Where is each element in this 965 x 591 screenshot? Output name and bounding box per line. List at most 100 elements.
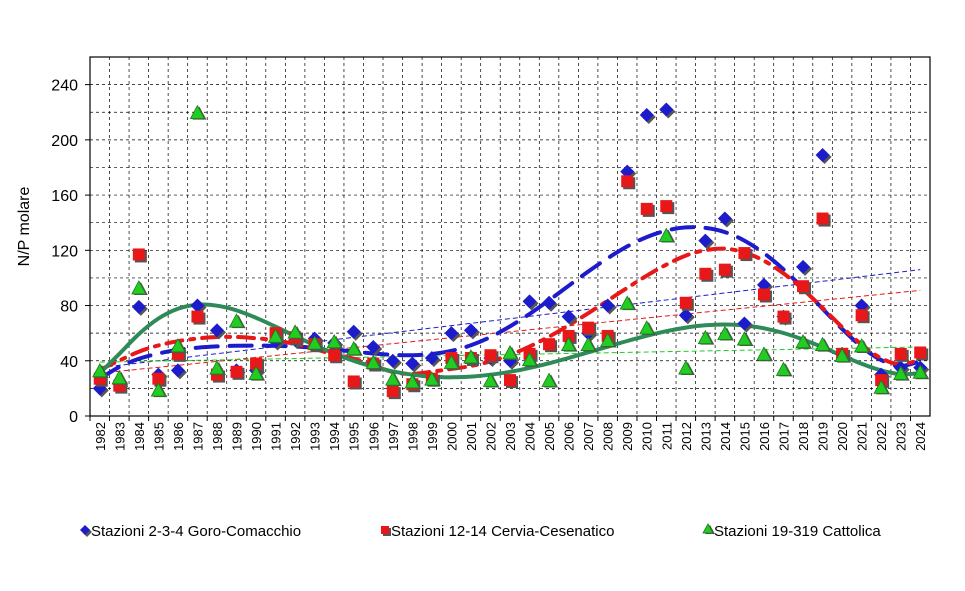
- x-axis-ticks: 1982 1983 1984 1985 1986 1987 1988 1989 1990 1991…: [89, 416, 928, 451]
- marker-square: [621, 175, 634, 188]
- marker-square: [718, 263, 731, 276]
- marker-square: [347, 375, 360, 388]
- marker-triangle: [795, 333, 811, 349]
- marker-triangle: [697, 329, 714, 345]
- marker-diamond: [424, 351, 439, 366]
- marker-square: [230, 365, 243, 378]
- x-tick-label: 2003: [503, 422, 518, 451]
- x-tick-label: 2014: [718, 422, 733, 451]
- marker-triangle: [834, 347, 850, 363]
- x-tick-label: 1986: [171, 422, 186, 451]
- marker-diamond: [698, 233, 713, 248]
- marker-square: [504, 374, 516, 387]
- trend-curve-goro-comacchio: [97, 225, 923, 381]
- marker-diamond: [659, 102, 674, 117]
- marker-triangle: [502, 345, 518, 360]
- marker-square: [816, 212, 829, 225]
- marker-diamond: [796, 259, 811, 274]
- x-tick-label: 2017: [776, 422, 791, 451]
- x-tick-label: 1984: [132, 422, 147, 451]
- x-tick-label: 1988: [210, 422, 225, 451]
- x-tick-label: 2023: [894, 422, 909, 451]
- marker-diamond: [366, 339, 381, 354]
- marker-triangle: [150, 382, 167, 397]
- legend: Stazioni 2-3-4 Goro-Comacchio Stazioni 12…: [80, 523, 881, 540]
- marker-triangle: [346, 340, 362, 356]
- legend-marker-diamond: [80, 525, 90, 535]
- marker-diamond: [444, 326, 459, 341]
- marker-triangle: [170, 338, 186, 353]
- marker-triangle: [814, 336, 831, 351]
- x-tick-label: 1991: [269, 422, 284, 451]
- marker-diamond: [346, 324, 361, 339]
- x-tick-label: 2007: [581, 422, 596, 451]
- x-tick-label: 2022: [874, 422, 889, 451]
- x-tick-label: 1992: [288, 422, 303, 451]
- x-tick-label: 2020: [835, 422, 850, 451]
- marker-diamond: [737, 316, 752, 331]
- marker-square: [562, 329, 575, 342]
- marker-triangle: [873, 379, 889, 394]
- marker-triangle: [639, 320, 655, 335]
- x-tick-label: 2010: [640, 422, 655, 451]
- x-tick-label: 2000: [444, 422, 459, 451]
- y-axis-label: N/P molare: [16, 187, 33, 267]
- marker-triangle: [424, 371, 440, 386]
- marker-triangle: [443, 354, 460, 369]
- marker-square: [738, 247, 751, 260]
- marker-square: [132, 248, 145, 261]
- y-tick-label: 0: [69, 409, 78, 426]
- x-tick-label: 1990: [249, 422, 264, 451]
- marker-diamond: [815, 148, 830, 163]
- y-tick-label: 240: [51, 78, 78, 95]
- x-tick-label: 1983: [112, 422, 127, 451]
- x-tick-label: 1994: [327, 422, 342, 451]
- x-tick-label: 1993: [308, 422, 323, 451]
- x-tick-label: 2001: [464, 422, 479, 451]
- marker-square: [797, 280, 810, 293]
- marker-triangle: [717, 325, 733, 340]
- marker-diamond: [522, 294, 537, 309]
- plot-frame: [89, 56, 931, 417]
- marker-triangle: [736, 331, 753, 346]
- marker-diamond: [717, 211, 732, 226]
- marker-triangle: [111, 369, 127, 385]
- data-markers: [92, 102, 930, 400]
- legend-label: Stazioni 19-319 Cattolica: [714, 523, 881, 540]
- marker-square: [328, 349, 341, 362]
- marker-diamond: [756, 277, 771, 292]
- legend-marker-triangle: [702, 523, 714, 534]
- x-tick-label: 2006: [562, 422, 577, 451]
- marker-triangle: [580, 336, 596, 351]
- marker-triangle: [189, 104, 206, 120]
- marker-square: [777, 310, 790, 323]
- marker-triangle: [600, 332, 616, 347]
- x-tick-label: 2005: [542, 422, 557, 451]
- marker-triangle: [306, 335, 323, 350]
- marker-diamond: [209, 323, 224, 338]
- marker-triangle: [893, 365, 909, 380]
- marker-square: [191, 310, 204, 323]
- marker-diamond: [405, 356, 420, 371]
- y-tick-label: 160: [51, 188, 78, 205]
- x-tick-label: 1999: [425, 422, 440, 451]
- marker-square: [386, 385, 399, 398]
- x-tick-label: 2012: [679, 422, 694, 451]
- marker-square: [250, 357, 263, 370]
- x-tick-label: 2013: [698, 422, 713, 451]
- marker-diamond: [600, 298, 615, 313]
- marker-triangle: [775, 361, 792, 376]
- linear-trend-line: [99, 269, 921, 369]
- marker-triangle: [92, 362, 108, 378]
- marker-square: [855, 309, 868, 322]
- y-tick-label: 80: [60, 299, 78, 316]
- marker-square: [914, 346, 927, 359]
- marker-triangle: [404, 374, 420, 389]
- x-tick-label: 1997: [386, 422, 401, 451]
- x-tick-label: 1998: [405, 422, 420, 451]
- marker-square: [757, 288, 770, 301]
- marker-triangle: [385, 371, 401, 386]
- x-tick-label: 2016: [757, 422, 772, 451]
- marker-triangle: [326, 333, 342, 349]
